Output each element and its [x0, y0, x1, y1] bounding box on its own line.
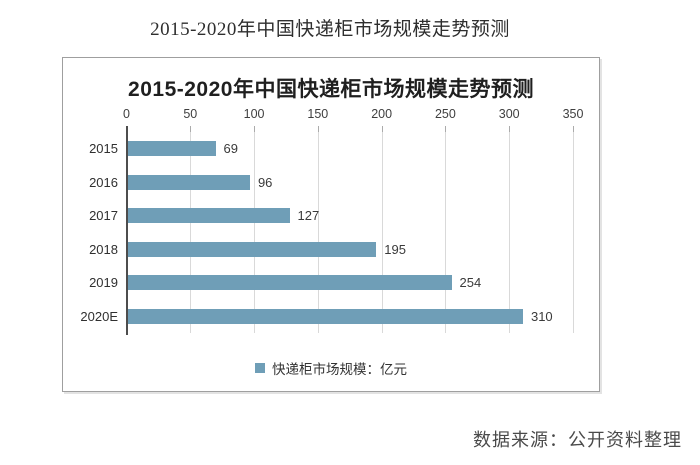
- category-label: 2017: [89, 208, 118, 224]
- x-tick-mark: [509, 126, 511, 132]
- x-tick-label: 300: [498, 107, 520, 121]
- x-tick-mark: [445, 126, 447, 132]
- chart-title: 2015-2020年中国快递柜市场规模走势预测: [128, 78, 534, 101]
- value-label: 127: [297, 208, 320, 224]
- gridline: [381, 132, 383, 333]
- x-tick-mark: [190, 126, 192, 132]
- x-tick-label: 250: [434, 107, 456, 121]
- x-tick-label: 350: [562, 107, 584, 121]
- chart-panel: 2015-2020年中国快递柜市场规模走势预测 0 50 100 150 200 250 3…: [62, 57, 600, 392]
- x-tick-mark: [317, 126, 319, 132]
- y-axis-line: [126, 126, 128, 335]
- x-tick-mark: [254, 126, 256, 132]
- x-tick-label: 150: [307, 107, 329, 121]
- bar: [127, 174, 250, 190]
- gridline: [573, 132, 574, 333]
- category-label: 2018: [89, 241, 118, 257]
- gridline: [190, 132, 192, 333]
- x-tick-label: 200: [371, 107, 393, 121]
- legend: 快递柜市场规模：亿元: [63, 358, 599, 378]
- legend-label: 快递柜市场规模：亿元: [272, 362, 407, 377]
- legend-marker-icon: [255, 363, 265, 373]
- value-label: 195: [384, 241, 406, 257]
- gridline: [317, 132, 319, 333]
- x-tick-mark: [381, 126, 383, 132]
- gridline: [254, 132, 256, 333]
- bar: [127, 308, 523, 324]
- category-label: 2015: [89, 141, 118, 157]
- bar: [127, 208, 290, 224]
- value-label: 96: [257, 174, 273, 190]
- source-note: 数据来源：公开资料整理: [473, 430, 682, 450]
- gridline: [509, 132, 511, 333]
- bar: [127, 241, 377, 257]
- x-tick-mark: [573, 126, 574, 132]
- bar: [127, 275, 452, 291]
- category-label: 2016: [89, 174, 118, 190]
- category-label: 2019: [89, 275, 118, 291]
- page-title: 2015-2020年中国快递柜市场规模走势预测: [150, 19, 510, 40]
- value-label: 310: [530, 308, 553, 324]
- x-tick-label: 0: [123, 107, 130, 121]
- category-label: 2020E: [80, 308, 118, 324]
- x-tick-label: 50: [183, 107, 198, 121]
- value-label: 254: [459, 275, 482, 291]
- x-tick-label: 100: [243, 107, 265, 121]
- bar: [127, 141, 216, 157]
- value-label: 69: [223, 141, 238, 157]
- gridline: [445, 132, 447, 333]
- bar-chart-plot-area: 0 50 100 150 200 250 300 350 2015 69 2016 96 2017 127…: [63, 58, 599, 391]
